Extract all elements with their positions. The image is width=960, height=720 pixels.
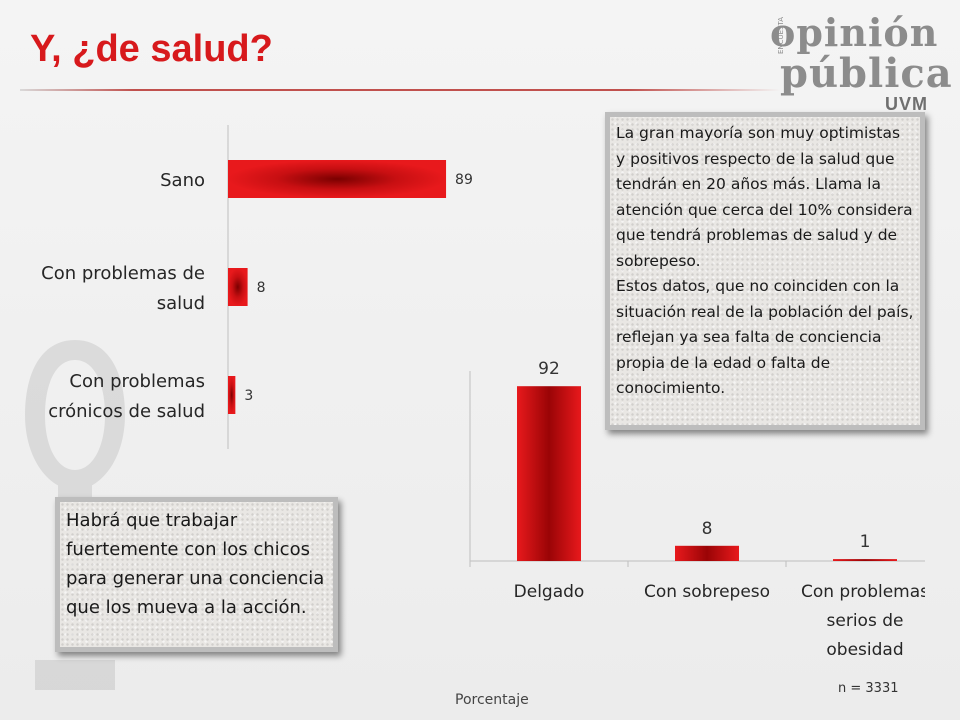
logo-text-uvm: UVM	[885, 94, 928, 114]
chart2-category-label: serios de	[827, 611, 904, 631]
page-title: Y, ¿de salud?	[30, 28, 273, 70]
chart1-bar	[228, 160, 447, 198]
chart2-category-label: obesidad	[826, 640, 903, 660]
chart2-data-label: 1	[860, 532, 871, 552]
chart2-data-label: 92	[538, 359, 560, 379]
chart2-category-label: Delgado	[514, 582, 585, 602]
chart2-bar	[675, 545, 739, 561]
note-top: La gran mayoría son muy optimistas y pos…	[605, 112, 925, 430]
chart1-bar	[228, 376, 236, 414]
chart1-category-label: salud	[157, 293, 205, 314]
logo-small-text: ENCUESTA	[777, 16, 785, 54]
note-bottom-text: Habrá que trabajar fuertemente con los c…	[66, 510, 325, 618]
title-divider	[20, 89, 780, 91]
logo-text-opinion: opinión	[770, 10, 939, 55]
chart2-category-label: Con problemas	[801, 582, 925, 602]
chart2-category-label: Con sobrepeso	[644, 582, 770, 602]
chart1-category-label: Con problemas de	[41, 263, 205, 284]
chart2-bar	[833, 559, 897, 561]
note-bottom: Habrá que trabajar fuertemente con los c…	[55, 497, 338, 652]
chart1-category-label: crónicos de salud	[48, 401, 205, 422]
note-top-paragraph-1: La gran mayoría son muy optimistas y pos…	[616, 124, 913, 270]
logo-text-publica: pública	[780, 50, 953, 97]
health-bar-chart: Sano Con problemas de salud Con problemas cr…	[41, 125, 473, 449]
opinion-publica-logo: opinión pública ENCUESTA UVM	[765, 10, 955, 122]
chart1-category-label: Sano	[160, 170, 205, 191]
note-top-paragraph-2: Estos datos, que no coinciden con la sit…	[616, 277, 914, 397]
chart1-bar	[228, 268, 248, 306]
chart1-data-label: 3	[244, 388, 253, 404]
chart1-category-label: Con problemas	[69, 371, 205, 392]
chart2-data-label: 8	[702, 519, 713, 539]
chart2-bar	[517, 386, 581, 561]
sample-size-label: n = 3331	[838, 681, 899, 696]
units-label: Porcentaje	[455, 692, 529, 708]
chart1-data-label: 8	[257, 280, 266, 296]
weight-bar-chart: 92 8 1 Delgado Con sobrepeso Con problemas se…	[469, 359, 925, 660]
chart1-data-label: 89	[455, 172, 473, 188]
